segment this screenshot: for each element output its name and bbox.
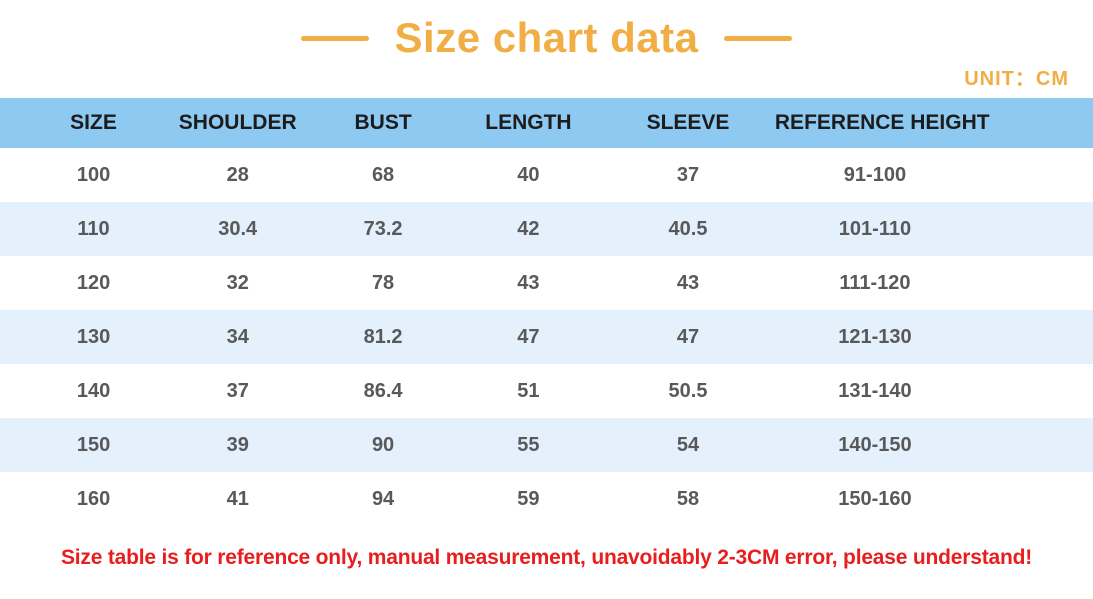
table-cell: 68 bbox=[371, 163, 395, 186]
table-cell: 121-130 bbox=[774, 310, 1093, 364]
table-cell: 140 bbox=[76, 379, 111, 402]
table-cell: 130 bbox=[0, 310, 166, 364]
table-cell: 41 bbox=[226, 487, 249, 510]
table-cell: 43 bbox=[676, 271, 700, 294]
table-cell: 140-150 bbox=[774, 418, 1093, 472]
table-cell: 58 bbox=[676, 487, 700, 510]
header-row: SIZE SHOULDER BUST LENGTH SLEEVE REFERENCE HE… bbox=[0, 98, 1093, 148]
table-cell: 94 bbox=[371, 487, 395, 510]
table-cell: 54 bbox=[601, 418, 775, 472]
column-header-shoulder: SHOULDER bbox=[165, 98, 311, 148]
table-cell: 81.2 bbox=[310, 310, 456, 364]
table-cell: 37 bbox=[676, 163, 700, 186]
table-cell: 160 bbox=[76, 487, 111, 510]
table-cell: 150 bbox=[0, 418, 166, 472]
table-cell: 101-110 bbox=[774, 202, 1093, 256]
table-cell: 73.2 bbox=[310, 202, 456, 256]
table-cell: 50.5 bbox=[668, 379, 708, 402]
table-cell: 91-100 bbox=[843, 163, 907, 186]
size-table: SIZE SHOULDER BUST LENGTH SLEEVE REFERENCE HE… bbox=[0, 98, 1093, 526]
table-row: 100 28 68 40 37 91-100 bbox=[0, 148, 1093, 202]
title-dash-right-icon bbox=[724, 35, 793, 41]
table-cell: 78 bbox=[371, 271, 395, 294]
table-cell: 131-140 bbox=[838, 379, 912, 402]
table-cell: 150-160 bbox=[838, 487, 912, 510]
table-cell: 42 bbox=[455, 202, 602, 256]
footnote-disclaimer: Size table is for reference only, manual… bbox=[60, 546, 1033, 569]
table-cell: 59 bbox=[517, 487, 540, 510]
table-cell: 37 bbox=[226, 379, 249, 402]
title-row: Size chart data bbox=[0, 0, 1093, 62]
table-cell: 43 bbox=[517, 271, 540, 294]
column-header-reference-height: REFERENCE HEIGHT bbox=[774, 98, 1093, 148]
column-header-length: LENGTH bbox=[455, 98, 602, 148]
column-header-sleeve: SLEEVE bbox=[601, 98, 775, 148]
table-cell: 51 bbox=[517, 379, 540, 402]
table-cell: 40 bbox=[517, 163, 540, 186]
page-title: Size chart data bbox=[394, 14, 699, 61]
title-dash-left-icon bbox=[300, 35, 369, 41]
table-cell: 100 bbox=[76, 163, 111, 186]
table-cell: 120 bbox=[76, 271, 111, 294]
table-cell: 90 bbox=[310, 418, 456, 472]
table-cell: 47 bbox=[601, 310, 775, 364]
column-header-bust: BUST bbox=[310, 98, 456, 148]
table-row: 120 32 78 43 43 111-120 bbox=[0, 256, 1093, 310]
unit-label: UNIT：CM bbox=[964, 68, 1069, 90]
unit-row: UNIT：CM bbox=[0, 62, 1093, 96]
table-cell: 111-120 bbox=[839, 271, 911, 294]
table-cell: 40.5 bbox=[601, 202, 775, 256]
column-header-size: SIZE bbox=[0, 98, 166, 148]
table-cell: 34 bbox=[165, 310, 311, 364]
table-cell: 47 bbox=[455, 310, 602, 364]
table-row: 160 41 94 59 58 150-160 bbox=[0, 472, 1093, 526]
table-cell: 32 bbox=[226, 271, 249, 294]
table-row: 110 30.4 73.2 42 40.5 101-110 bbox=[0, 202, 1093, 256]
table-row: 140 37 86.4 51 50.5 131-140 bbox=[0, 364, 1093, 418]
size-table-header: SIZE SHOULDER BUST LENGTH SLEEVE REFERENCE HE… bbox=[0, 98, 1093, 148]
table-cell: 86.4 bbox=[363, 379, 403, 402]
table-cell: 30.4 bbox=[165, 202, 311, 256]
size-table-body: 100 28 68 40 37 91-100 110 30.4 73.2 42 40.5 101-11… bbox=[0, 148, 1093, 526]
table-cell: 39 bbox=[165, 418, 311, 472]
table-cell: 110 bbox=[0, 202, 166, 256]
table-row: 130 34 81.2 47 47 121-130 bbox=[0, 310, 1093, 364]
table-row: 150 39 90 55 54 140-150 bbox=[0, 418, 1093, 472]
table-cell: 28 bbox=[226, 163, 249, 186]
table-cell: 55 bbox=[455, 418, 602, 472]
